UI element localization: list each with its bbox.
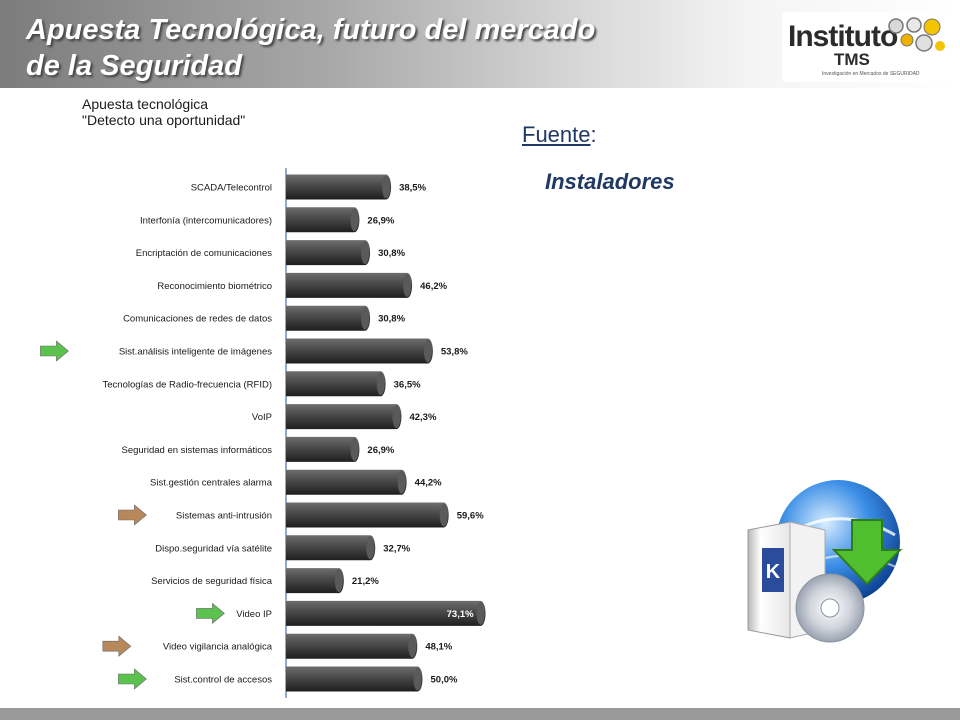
category-label: Video vigilancia analógica: [163, 642, 273, 653]
bar-cap: [382, 175, 391, 199]
category-label: Tecnologías de Radio-frecuencia (RFID): [103, 379, 273, 390]
value-label: 26,9%: [367, 445, 394, 456]
page-title-line1: Apuesta Tecnológica, futuro del mercado: [26, 14, 596, 46]
bar-cap: [423, 339, 432, 363]
chart-title-line2: "Detecto una oportunidad": [82, 112, 246, 128]
bar: [286, 502, 449, 528]
value-label: 30,8%: [378, 248, 405, 259]
source-colon: :: [590, 122, 597, 147]
brown-arrow-icon: [102, 635, 132, 657]
bar: [286, 240, 371, 266]
bar: [286, 436, 360, 462]
bar-cap: [439, 503, 448, 527]
green-arrow-icon: [40, 340, 69, 362]
bar: [286, 568, 344, 594]
green-arrow-icon: [196, 602, 225, 625]
logo-circles-icon: [888, 17, 945, 52]
logo-subtitle: Investigación en Mercados de SEGURIDAD: [822, 71, 920, 77]
bar: [286, 207, 360, 233]
category-label: Interfonía (intercomunicadores): [140, 215, 272, 226]
page-title: Apuesta Tecnológica, futuro del mercado …: [26, 12, 726, 84]
bar-cap: [413, 667, 422, 691]
chart-title-line1: Apuesta tecnológica: [82, 96, 209, 112]
bar: [286, 633, 418, 659]
svg-text:K: K: [766, 561, 781, 583]
value-label: 59,6%: [457, 511, 484, 522]
value-label: 53,8%: [441, 347, 468, 358]
bar-cap: [392, 405, 401, 429]
bar: [286, 305, 371, 331]
category-label: Video IP: [236, 609, 272, 620]
bar: [286, 404, 402, 430]
category-label: SCADA/Telecontrol: [191, 183, 272, 194]
category-label: Sist.análisis inteligente de imágenes: [119, 347, 272, 358]
bar-cap: [408, 634, 417, 658]
bar-cap: [350, 437, 359, 461]
bar: [286, 666, 423, 692]
value-label: 50,0%: [431, 675, 458, 686]
source-value: Instaladores: [545, 169, 675, 194]
value-label: 44,2%: [415, 478, 442, 489]
category-label: Sist.control de accesos: [174, 675, 272, 686]
chart-title: Apuesta tecnológica "Detecto una oportun…: [82, 96, 245, 128]
value-label: 38,5%: [399, 183, 426, 194]
category-label: Sistemas anti-intrusión: [176, 511, 272, 522]
bar-cap: [350, 208, 359, 232]
value-label: 36,5%: [394, 379, 421, 390]
value-label: 30,8%: [378, 314, 405, 325]
value-label: 73,1%: [447, 609, 474, 620]
bar: [286, 535, 376, 561]
bar: [286, 371, 386, 397]
value-label: 32,7%: [383, 543, 410, 554]
bar-cap: [366, 536, 375, 560]
bar: [286, 272, 413, 298]
category-label: Comunicaciones de redes de datos: [123, 314, 272, 325]
category-label: Servicios de seguridad física: [151, 576, 273, 587]
category-label: Seguridad en sistemas informáticos: [122, 445, 273, 456]
source-label: Fuente:: [522, 122, 597, 148]
value-label: 48,1%: [425, 642, 452, 653]
bar: [286, 338, 433, 364]
page-title-line2: de la Seguridad: [26, 50, 242, 82]
footer-bar: [0, 708, 960, 720]
logo-tms-text: TMS: [834, 50, 870, 69]
value-label: 46,2%: [420, 281, 447, 292]
category-label: Sist.gestión centrales alarma: [150, 478, 273, 489]
logo-text: Instituto: [788, 20, 898, 53]
category-label: Reconocimiento biométrico: [157, 281, 272, 292]
bar-cap: [361, 241, 370, 265]
bar-cap: [361, 306, 370, 330]
bar-cap: [397, 470, 406, 494]
bar: [286, 600, 486, 626]
instituto-tms-logo: Instituto TMS Investigación en Mercados …: [782, 12, 952, 82]
bar-cap: [334, 569, 343, 593]
source-label-text: Fuente: [522, 122, 591, 147]
category-label: Encriptación de comunicaciones: [136, 248, 272, 259]
value-label: 26,9%: [367, 215, 394, 226]
bar: [286, 174, 392, 200]
bar-cap: [476, 601, 485, 625]
brown-arrow-icon: [118, 504, 147, 526]
bar: [286, 469, 407, 495]
bar-cap: [376, 372, 385, 396]
bar-cap: [403, 273, 412, 297]
category-label: Dispo.seguridad vía satélite: [155, 543, 272, 554]
value-label: 21,2%: [352, 576, 379, 587]
green-arrow-icon: [118, 668, 147, 690]
kde-install-icon: K: [747, 480, 903, 643]
category-label: VoIP: [252, 412, 272, 423]
value-label: 42,3%: [409, 412, 436, 423]
